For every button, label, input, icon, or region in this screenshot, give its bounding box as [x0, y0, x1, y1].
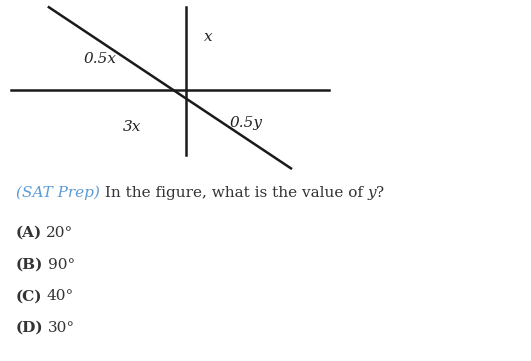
Text: 40°: 40° [47, 290, 74, 303]
Text: (A): (A) [16, 226, 42, 240]
Text: ?: ? [376, 186, 384, 200]
Text: (B): (B) [16, 258, 44, 271]
Text: In the figure, what is the value of: In the figure, what is the value of [100, 186, 367, 200]
Text: 20°: 20° [46, 226, 74, 240]
Text: (D): (D) [16, 321, 44, 335]
Text: 0.5x: 0.5x [83, 52, 116, 66]
Text: 90°: 90° [48, 258, 75, 271]
Text: x: x [204, 30, 212, 44]
Text: (SAT Prep): (SAT Prep) [16, 186, 100, 200]
Text: 3x: 3x [123, 120, 141, 134]
Text: y: y [367, 186, 376, 200]
Text: (C): (C) [16, 290, 42, 303]
Text: 0.5y: 0.5y [230, 116, 263, 130]
Text: 30°: 30° [48, 321, 75, 335]
